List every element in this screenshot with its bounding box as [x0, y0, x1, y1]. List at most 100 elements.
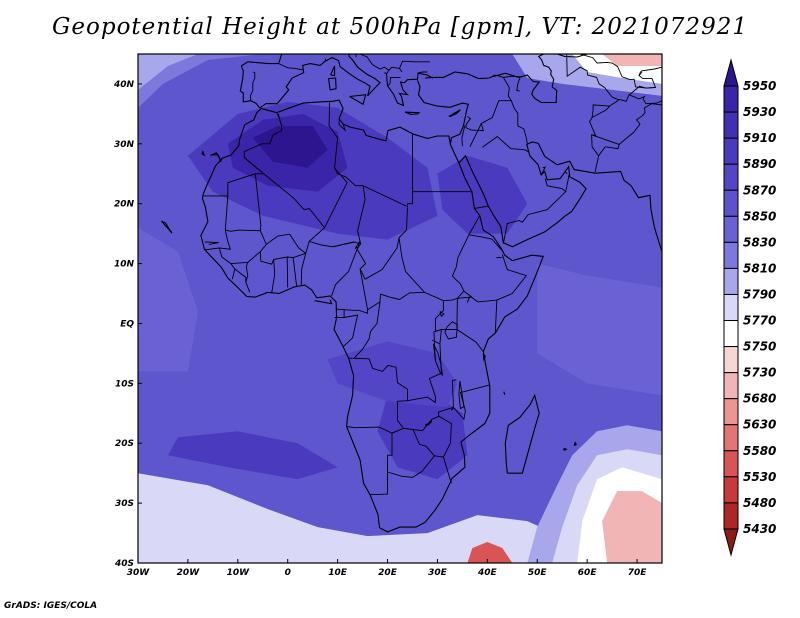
field-region-congo-mid — [327, 341, 458, 408]
lake-outline — [444, 321, 458, 340]
country-border — [309, 185, 366, 248]
coastline — [314, 299, 333, 305]
colorbar-bottom-arrow — [723, 528, 739, 557]
colorbar-label: 5910 — [743, 131, 776, 145]
colorbar-label: 5870 — [743, 183, 776, 197]
lake-outline — [432, 343, 444, 377]
map-title: Geopotential Height at 500hPa [gpm], VT:… — [52, 14, 748, 40]
colorbar-label: 5730 — [743, 366, 776, 380]
country-border — [234, 268, 247, 283]
country-border — [398, 206, 480, 302]
coastline — [200, 99, 544, 533]
country-border — [407, 372, 442, 404]
country-border — [540, 166, 547, 176]
colorbar-label: 5810 — [743, 261, 776, 275]
y-tick-label: EQ — [120, 319, 134, 329]
country-border — [439, 329, 484, 374]
y-tick-label: 20N — [114, 200, 135, 210]
coastline — [327, 77, 337, 91]
coastline — [161, 220, 173, 234]
country-border — [434, 300, 444, 332]
country-border — [204, 230, 231, 251]
country-border — [230, 261, 248, 265]
coastline — [573, 441, 577, 447]
colorbar-swatch — [723, 189, 739, 217]
coastline — [458, 141, 662, 252]
country-border — [359, 54, 390, 71]
x-tick-label: 0 — [285, 568, 291, 578]
country-border — [334, 134, 413, 208]
country-border — [249, 71, 256, 101]
coastline — [210, 152, 222, 163]
field-region-sw-indian-red — [602, 491, 662, 563]
coastline-layer — [161, 54, 662, 533]
field-region-south-atlantic-band — [167, 431, 338, 480]
country-border — [629, 85, 656, 96]
country-border — [579, 54, 657, 89]
coastline — [492, 54, 558, 104]
country-border — [386, 66, 400, 75]
lake-outline — [458, 380, 465, 410]
y-axis: 40N 30N 20N 10N EQ 10S 20S 30S 40S — [113, 80, 142, 569]
x-tick-label: 70E — [628, 568, 648, 578]
lake-outline — [466, 296, 471, 303]
field-region-ne-red — [602, 54, 662, 66]
country-border — [353, 301, 381, 360]
coastline — [330, 65, 336, 77]
coastline — [503, 391, 506, 395]
country-border — [463, 290, 473, 298]
field-region-sahara-high-3 — [252, 125, 328, 168]
country-border — [496, 254, 528, 301]
y-tick-label: 40S — [114, 559, 134, 569]
plot-area — [138, 54, 662, 563]
colorbar-swatch — [723, 320, 739, 348]
colorbar-label: 5580 — [743, 444, 776, 458]
colorbar-label: 5890 — [743, 157, 776, 171]
country-border — [332, 241, 355, 248]
country-border — [592, 94, 662, 110]
coastline — [448, 109, 461, 117]
x-tick-label: 40E — [477, 568, 498, 578]
colorbar-label: 5530 — [743, 470, 776, 484]
country-border — [278, 63, 304, 71]
colorbar-swatch — [723, 111, 739, 139]
country-border — [465, 115, 484, 132]
colorbar-swatch — [723, 293, 739, 322]
country-border — [259, 233, 306, 265]
colorbar-label: 5430 — [743, 522, 776, 536]
country-border — [638, 66, 662, 76]
colorbar-label: 5930 — [743, 105, 776, 119]
colorbar-swatch — [723, 346, 739, 374]
country-border — [389, 76, 401, 84]
country-border — [457, 296, 498, 334]
colorbar-label: 5680 — [743, 392, 776, 406]
lake-outline — [424, 420, 433, 426]
country-border — [503, 75, 521, 92]
x-tick-label: 10E — [328, 568, 348, 578]
lake-outline — [450, 407, 454, 411]
field-region-north-light-blue — [138, 54, 263, 108]
coastline — [416, 80, 470, 145]
field-region-atlantic-light — [138, 227, 198, 372]
country-border — [565, 174, 570, 192]
coastline — [201, 150, 206, 157]
footer-credit: GrADS: IGES/COLA — [4, 601, 98, 611]
country-border — [245, 251, 261, 293]
coastline — [239, 54, 283, 109]
y-tick-label: 10N — [114, 260, 135, 270]
country-borders-layer — [203, 54, 662, 496]
colorbar-label: 5480 — [743, 496, 776, 510]
country-border — [510, 100, 528, 144]
coastline — [349, 94, 367, 106]
x-tick-label: 20E — [378, 568, 398, 578]
country-border — [417, 71, 428, 74]
colorbar-label: 5790 — [743, 287, 776, 301]
country-border — [502, 178, 567, 244]
colorbar-label: 5850 — [743, 209, 776, 223]
colorbar-swatch — [723, 85, 739, 113]
coastline — [504, 393, 540, 474]
coastline — [563, 447, 568, 451]
colorbar: 5950 5930 5910 5890 5870 5850 5830 5810 5790 5770… — [723, 58, 776, 557]
x-tick-label: 60E — [578, 568, 598, 578]
